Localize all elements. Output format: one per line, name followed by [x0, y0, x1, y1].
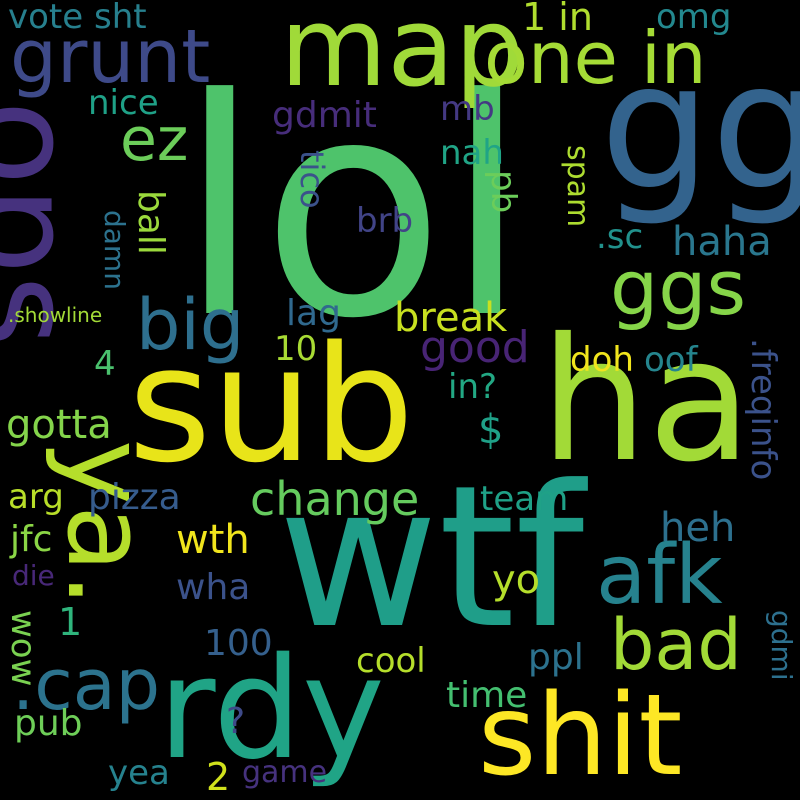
word-cap: .cap	[12, 644, 161, 726]
word-bad: bad	[610, 604, 742, 686]
word-in: in?	[448, 367, 498, 407]
word-game: game	[242, 755, 328, 790]
word-1: 1	[58, 600, 83, 644]
word-100: 100	[204, 623, 273, 664]
word-pb: pb	[483, 170, 523, 214]
word-one-in: one in	[484, 16, 707, 100]
word-pizza: pizza	[88, 477, 181, 518]
word-ppl: ppl	[528, 637, 584, 678]
word-ya: ya.	[43, 440, 171, 608]
word-time: time	[446, 675, 528, 716]
word-vote-sht: vote sht	[8, 0, 147, 37]
word-break: break	[394, 295, 508, 341]
word-sub: sub	[128, 311, 415, 498]
word-haha: haha	[672, 219, 772, 265]
word-wtf: wtf	[278, 444, 585, 672]
word-arg: arg	[8, 477, 64, 517]
word-lol: lol	[178, 35, 529, 384]
word-oof: oof	[644, 340, 698, 380]
word-yo: yo	[492, 557, 541, 603]
word-map: map	[280, 0, 525, 111]
word-gg: gg	[600, 26, 800, 229]
word-yea: yea	[108, 753, 170, 793]
word-1-in: 1 in	[522, 0, 593, 39]
word-brb: brb	[356, 201, 414, 241]
word-spam: spam	[560, 145, 595, 228]
word-2: 2	[206, 755, 231, 799]
word-doh: doh	[570, 340, 634, 380]
word-die: die	[12, 559, 55, 592]
word-change: change	[250, 472, 420, 526]
word-pub: pub	[14, 703, 83, 744]
word-symbol: ?	[226, 701, 246, 742]
word-cool: cool	[356, 641, 426, 681]
word-nice: nice	[88, 83, 159, 123]
word-heh: heh	[660, 505, 736, 551]
word-wha: wha	[176, 567, 251, 608]
word-mb: mb	[440, 89, 495, 129]
word-freqinfo: .freqinfo	[743, 338, 783, 481]
word-symbol: $	[478, 407, 504, 453]
word-10: 10	[274, 329, 318, 369]
word-gotta: gotta	[6, 402, 112, 448]
word-grunt: grunt	[10, 14, 211, 100]
word-gdmi: gdmi	[765, 610, 798, 681]
word-afk: afk	[596, 528, 723, 623]
word-showline: .showline	[8, 303, 103, 327]
word-ha: ha	[540, 302, 752, 500]
word-tico: tico	[293, 150, 331, 209]
word-shit: shit	[478, 671, 683, 800]
word-ball: ball	[130, 190, 171, 255]
word-jfc: jfc	[10, 519, 53, 560]
word-nah: nah	[440, 133, 504, 173]
word-4: 4	[94, 344, 116, 384]
word-big: big	[136, 284, 245, 366]
word-damn: damn	[98, 210, 131, 290]
word-sc: .sc	[596, 217, 644, 257]
word-good: good	[420, 322, 530, 373]
word-gdmit: gdmit	[272, 95, 377, 136]
word-ggs: ggs	[610, 243, 747, 332]
word-lag: lag	[286, 293, 341, 334]
word-wth: wth	[176, 517, 250, 563]
word-omg: omg	[656, 0, 732, 37]
word-wow: wow	[3, 610, 43, 687]
word-team: team	[480, 479, 569, 519]
word-ez: ez	[120, 105, 189, 175]
word-rdy: rdy	[158, 628, 385, 791]
